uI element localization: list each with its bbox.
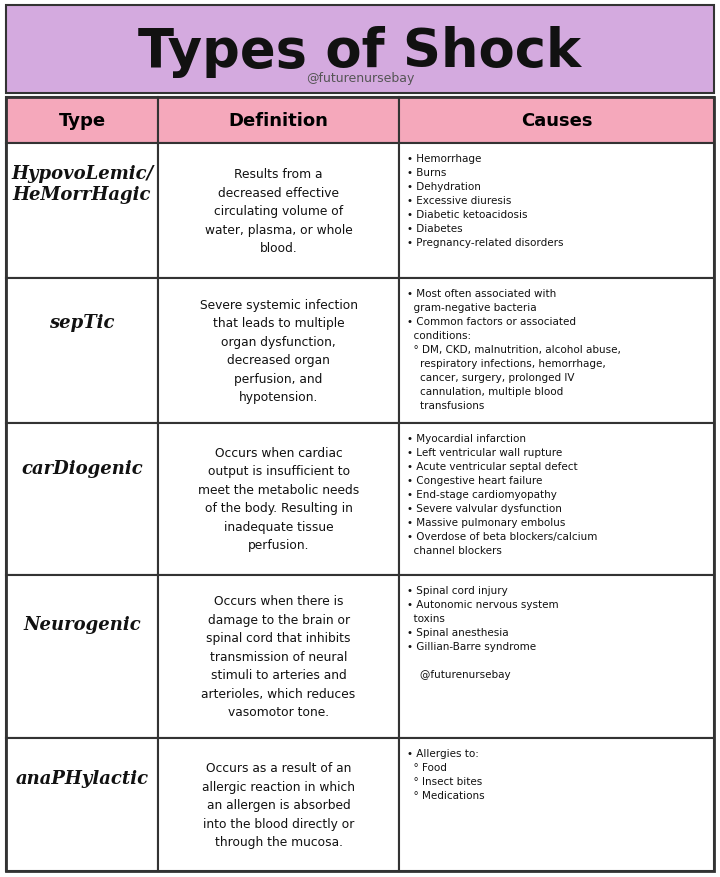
Bar <box>6 98 158 144</box>
Bar <box>6 98 714 871</box>
Text: Types of Shock: Types of Shock <box>138 25 582 78</box>
Text: carDiogenic: carDiogenic <box>21 460 143 478</box>
Bar <box>6 738 158 871</box>
Text: • Hemorrhage
• Burns
• Dehydration
• Excessive diuresis
• Diabetic ketoacidosis
: • Hemorrhage • Burns • Dehydration • Exc… <box>407 153 564 247</box>
Text: Type: Type <box>58 112 106 130</box>
Text: Occurs as a result of an
allergic reaction in which
an allergen is absorbed
into: Occurs as a result of an allergic reacti… <box>202 761 355 848</box>
Text: @futurenursebay: @futurenursebay <box>306 72 414 84</box>
Bar <box>399 98 714 144</box>
Text: Definition: Definition <box>229 112 328 130</box>
Text: Results from a
decreased effective
circulating volume of
water, plasma, or whole: Results from a decreased effective circu… <box>204 168 353 255</box>
Text: Neurogenic: Neurogenic <box>23 615 141 633</box>
Bar <box>6 575 158 738</box>
Text: anaPHylactic: anaPHylactic <box>16 769 148 787</box>
Bar <box>399 279 714 424</box>
Text: Severe systemic infection
that leads to multiple
organ dysfunction,
decreased or: Severe systemic infection that leads to … <box>199 298 358 403</box>
Text: sepTic: sepTic <box>50 313 115 332</box>
Bar <box>158 575 399 738</box>
Bar <box>158 424 399 575</box>
Bar <box>158 738 399 871</box>
Bar <box>6 144 158 279</box>
Text: HypovoLemic/
HeMorrHagic: HypovoLemic/ HeMorrHagic <box>11 165 153 204</box>
Bar <box>6 279 158 424</box>
Text: • Most often associated with
  gram-negative bacteria
• Common factors or associ: • Most often associated with gram-negati… <box>407 289 621 410</box>
Bar <box>399 575 714 738</box>
Text: • Allergies to:
  ° Food
  ° Insect bites
  ° Medications: • Allergies to: ° Food ° Insect bites ° … <box>407 748 485 800</box>
Text: Occurs when there is
damage to the brain or
spinal cord that inhibits
transmissi: Occurs when there is damage to the brain… <box>202 595 356 718</box>
Bar <box>158 144 399 279</box>
Text: • Myocardial infarction
• Left ventricular wall rupture
• Acute ventricular sept: • Myocardial infarction • Left ventricul… <box>407 433 598 555</box>
Bar <box>399 424 714 575</box>
Bar <box>158 279 399 424</box>
Text: Causes: Causes <box>521 112 593 130</box>
Bar <box>399 144 714 279</box>
Bar <box>399 738 714 871</box>
Text: • Spinal cord injury
• Autonomic nervous system
  toxins
• Spinal anesthesia
• G: • Spinal cord injury • Autonomic nervous… <box>407 585 559 679</box>
Bar <box>6 6 714 94</box>
Text: Occurs when cardiac
output is insufficient to
meet the metabolic needs
of the bo: Occurs when cardiac output is insufficie… <box>198 446 359 552</box>
Bar <box>6 424 158 575</box>
Bar <box>158 98 399 144</box>
